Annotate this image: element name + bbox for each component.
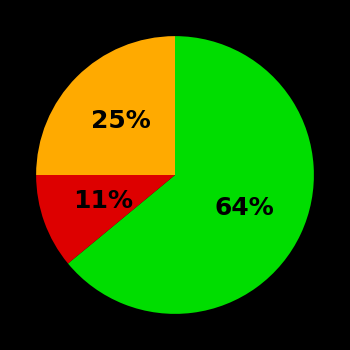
Text: 25%: 25% [91,109,151,133]
Wedge shape [36,175,175,264]
Wedge shape [68,36,314,314]
Text: 11%: 11% [73,189,133,213]
Text: 64%: 64% [214,196,274,219]
Wedge shape [36,36,175,175]
